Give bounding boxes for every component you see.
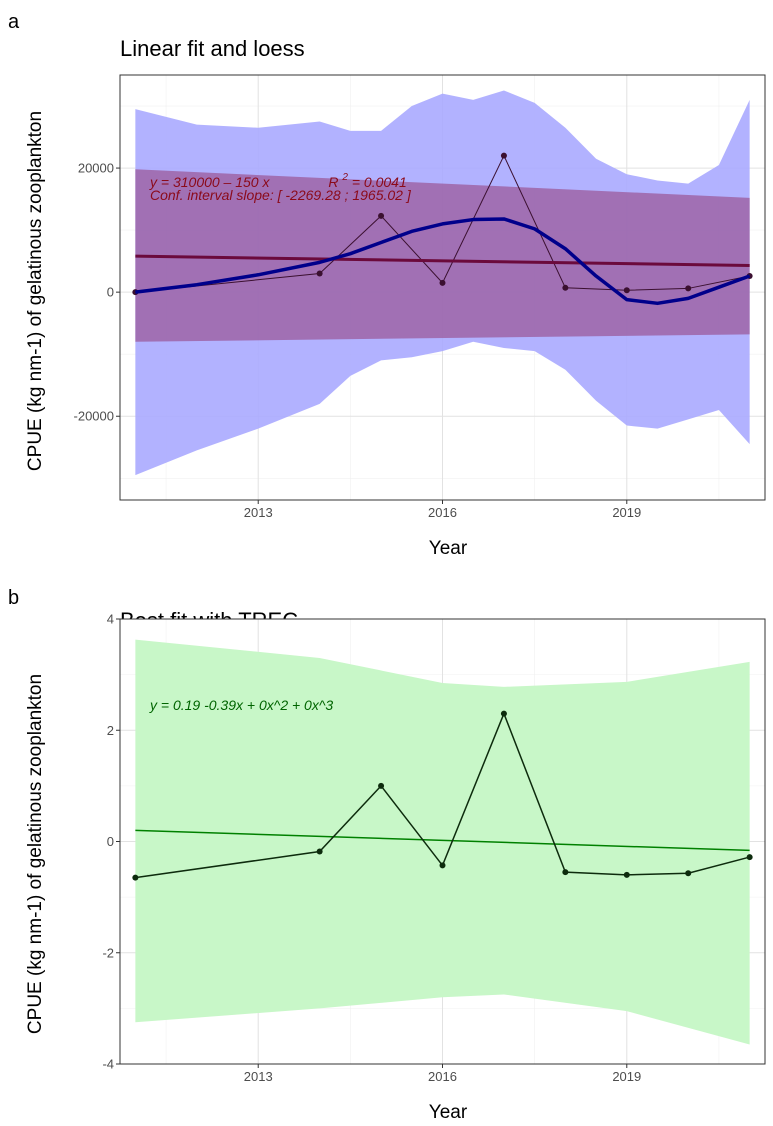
panel-a-x-tick-label: 2016 (428, 505, 457, 520)
panel-a-linear-fit-line (135, 254, 750, 267)
panel-a-r2-label: R (328, 174, 338, 190)
panel-a-r2-superscript: 2 (341, 172, 348, 183)
panel-a-linear-confidence-band (135, 169, 750, 342)
panel-a-y-axis-title: CPUE (kg nm-1) of gelatinous zooplankton (25, 111, 46, 471)
panel-a-y-tick-label: -20000 (74, 409, 114, 424)
panel-b-y-tick-label: 4 (107, 612, 114, 627)
panel-b-confidence-band (135, 639, 750, 1045)
panel-b-observed-point (439, 862, 446, 869)
panel-b-x-tick-label: 2013 (244, 1069, 273, 1084)
panel-a-x-tick-label: 2019 (612, 505, 641, 520)
panel-b-observed-point (623, 871, 630, 878)
panel-a-observed-point (623, 287, 630, 294)
panel-b-observed-point (562, 869, 569, 876)
panel-b-x-tick-label: 2016 (428, 1069, 457, 1084)
panel-b-fit-line (135, 829, 750, 852)
panel-a-observed-point (378, 212, 385, 219)
panel-a-slope-interval: Conf. interval slope: [ -2269.28 ; 1965.… (150, 187, 412, 203)
panel-b-observed-point (316, 848, 323, 855)
panel-a-observed-point (439, 279, 446, 286)
panel-a-r2-value: = 0.0041 (352, 174, 407, 190)
panel-b-observed-point (378, 782, 385, 789)
panel-a: a Linear fit and loess CPUE (kg nm-1) of… (8, 11, 766, 559)
panel-b-y-tick-label: 0 (107, 834, 114, 849)
panel-a-y-tick-label: 0 (107, 285, 114, 300)
panel-b-observed-point (685, 870, 692, 877)
panel-a-observed-point (316, 270, 323, 277)
panel-b-plot-area: 2013 2016 2019 -4 -2 0 2 4 (102, 612, 766, 1084)
panel-a-plot-area: 2013 2016 2019 -20000 0 20000 (74, 74, 766, 520)
panel-b-equation: y = 0.19 -0.39x + 0x^2 + 0x^3 (149, 697, 333, 713)
panel-a-title: Linear fit and loess (120, 36, 305, 61)
panel-b-observed-point (132, 874, 139, 881)
panel-a-observed-point (685, 285, 692, 292)
panel-b-observed-point (500, 710, 507, 717)
panel-b-observed-point (746, 854, 753, 861)
panel-a-equation: y = 310000 – 150 x R 2 = 0.0041 (149, 167, 407, 190)
panel-a-loess-line (135, 217, 751, 306)
panel-a-observed-point (562, 284, 569, 291)
panel-a-observed-point (500, 152, 507, 159)
panel-a-x-tick-label: 2013 (244, 505, 273, 520)
panel-b-y-tick-label: 2 (107, 723, 114, 738)
panel-b: b Best fit with TREC CPUE (kg nm-1) of g… (8, 587, 766, 1123)
panel-b-x-tick-label: 2019 (612, 1069, 641, 1084)
panel-b-y-axis-title: CPUE (kg nm-1) of gelatinous zooplankton (25, 674, 46, 1034)
panel-a-equation-fit: y = 310000 – 150 x (149, 174, 270, 190)
panel-b-y-tick-label: -2 (102, 945, 114, 960)
panel-b-x-axis-title: Year (429, 1102, 468, 1123)
panel-a-label: a (8, 11, 20, 33)
panel-b-y-tick-label: -4 (102, 1057, 114, 1072)
panel-a-y-tick-label: 20000 (78, 161, 114, 176)
panel-a-x-axis-title: Year (429, 538, 468, 559)
panel-b-label: b (8, 587, 19, 609)
